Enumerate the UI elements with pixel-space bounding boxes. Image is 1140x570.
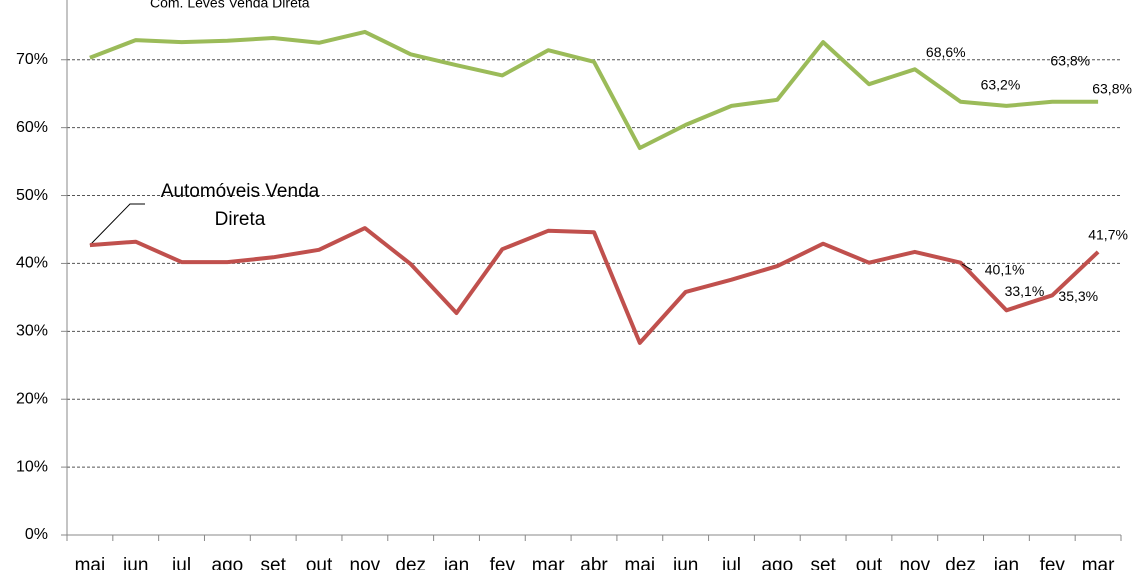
data-label: 33,1% — [1005, 283, 1045, 299]
x-tick-label: jul — [171, 555, 191, 570]
series-line — [89, 29, 1099, 150]
x-tick-label: mai — [75, 555, 106, 570]
y-tick-label: 30% — [16, 323, 48, 340]
x-tick-label: jan — [993, 555, 1019, 570]
x-tick-label: jun — [672, 555, 698, 570]
data-label: 35,3% — [1058, 288, 1098, 304]
x-tick-label: abr — [580, 555, 608, 570]
series-label: Com. Leves Venda Direta — [150, 0, 310, 11]
y-tick-label: 40% — [16, 255, 48, 272]
x-tick-label: set — [810, 555, 836, 570]
x-tick-label: ago — [761, 555, 793, 570]
y-tick-label: 60% — [16, 119, 48, 136]
y-tick-label: 20% — [16, 390, 48, 407]
data-label: 68,6% — [926, 44, 966, 60]
data-label: 63,8% — [1092, 81, 1132, 97]
x-tick-label: jul — [721, 555, 741, 570]
series-line — [89, 226, 1100, 345]
x-tick-label: dez — [945, 555, 976, 570]
y-tick-label: 50% — [16, 187, 48, 204]
series-label: Automóveis Venda Direta — [160, 181, 320, 230]
x-tick-label: mar — [1082, 555, 1115, 570]
data-label: 41,7% — [1088, 227, 1128, 243]
x-tick-label: set — [261, 555, 287, 570]
x-tick-label: mai — [625, 555, 656, 570]
x-tick-label: out — [306, 555, 333, 570]
x-tick-label: mar — [532, 555, 565, 570]
label-leader — [961, 263, 973, 271]
data-label: 40,1% — [985, 261, 1025, 277]
x-tick-label: nov — [350, 555, 381, 570]
x-tick-label: jan — [443, 555, 469, 570]
x-tick-label: ago — [212, 555, 244, 570]
x-tick-label: dez — [395, 555, 426, 570]
x-tick-label: jun — [122, 555, 148, 570]
x-tick-label: nov — [899, 555, 930, 570]
data-label: 63,8% — [1050, 53, 1090, 69]
x-tick-label: fev — [1040, 555, 1066, 570]
y-tick-label: 10% — [16, 458, 48, 475]
data-label: 63,2% — [981, 77, 1021, 93]
x-tick-label: fev — [490, 555, 516, 570]
y-tick-label: 70% — [16, 51, 48, 68]
leader-line — [89, 203, 145, 246]
x-tick-label: out — [856, 555, 883, 570]
y-tick-label: 0% — [25, 526, 48, 543]
